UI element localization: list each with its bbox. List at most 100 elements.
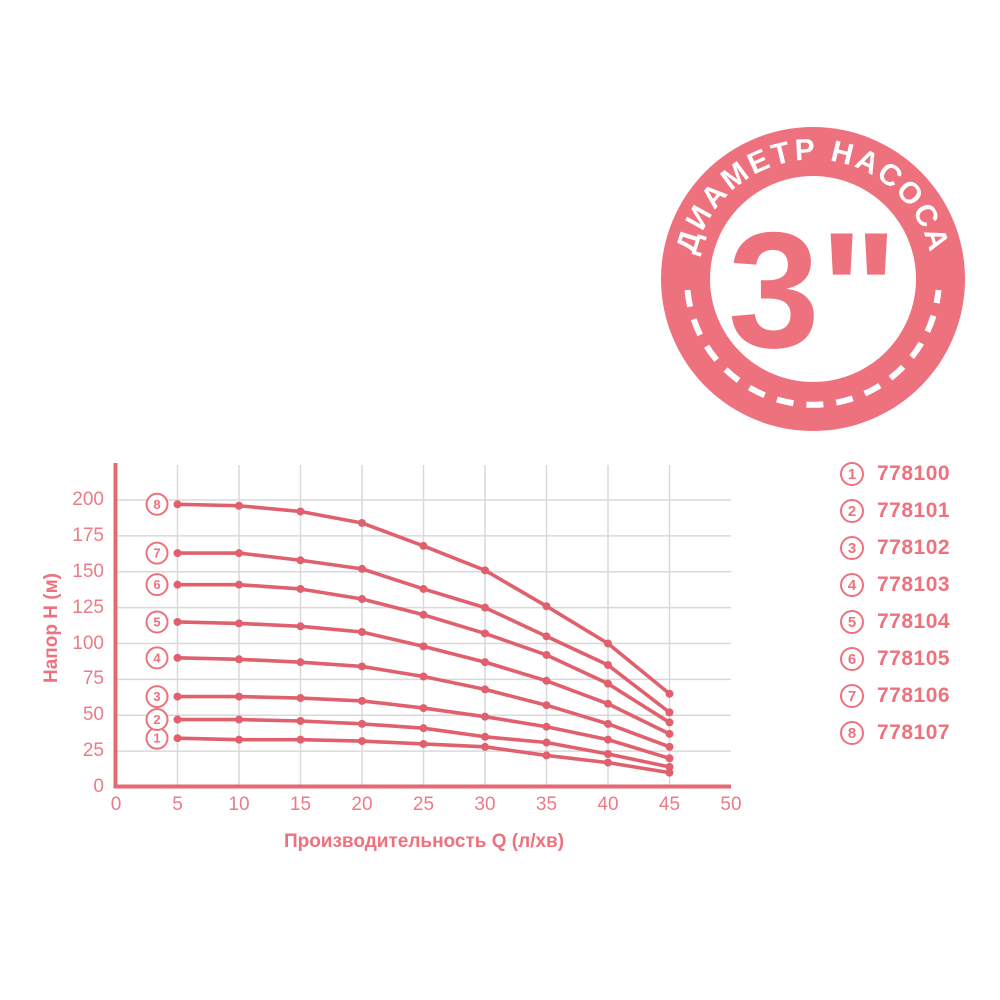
y-tick-label: 150 (72, 560, 104, 582)
legend-number-badge: 5 (840, 610, 864, 634)
curve-point (604, 639, 612, 648)
y-tick-label: 50 (82, 704, 104, 726)
curve-point (235, 580, 243, 589)
curve-point (358, 595, 366, 604)
legend-item-778102: 3 778102 (840, 536, 950, 560)
curve-point (235, 501, 243, 510)
curve-point (358, 662, 366, 671)
curve-point (542, 650, 551, 659)
curve-point (173, 617, 182, 626)
legend-number-badge: 4 (840, 573, 864, 597)
x-tick-label: 10 (228, 794, 250, 815)
y-tick-label: 75 (82, 668, 104, 690)
curve-point (604, 719, 612, 728)
x-tick-label: 30 (474, 794, 496, 815)
legend-item-778100: 1 778100 (840, 462, 950, 486)
legend-code: 778106 (877, 684, 951, 707)
curve-label-7: 7 (153, 546, 160, 561)
y-tick-label: 25 (82, 740, 104, 762)
curve-point (296, 716, 305, 725)
curve-point (419, 541, 428, 550)
legend-item-778105: 6 778105 (840, 647, 950, 671)
curve-point (419, 672, 428, 681)
x-tick-label: 15 (289, 794, 312, 815)
curve-point (173, 715, 182, 724)
x-axis-title: Производительность Q (л/хв) (283, 831, 565, 852)
x-tick-label: 0 (110, 794, 122, 815)
pump-diameter-badge: ДИАМЕТР НАСОСА 3" (661, 127, 965, 431)
curve-label-6: 6 (153, 577, 160, 592)
x-tick-label: 25 (412, 794, 435, 815)
curve-point (604, 661, 612, 670)
curve-label-4: 4 (153, 650, 161, 665)
curve-point (296, 584, 305, 593)
legend-number-badge: 1 (840, 462, 864, 486)
curve-point (481, 629, 489, 638)
legend-code: 778104 (877, 610, 951, 633)
curve-point (173, 500, 182, 509)
curve-point (358, 564, 366, 573)
curve-point (235, 735, 243, 744)
curve-label-1: 1 (153, 731, 160, 746)
curve-point (665, 708, 674, 717)
curve-label-circle-4 (145, 646, 169, 670)
curve-point (604, 679, 612, 688)
curve-label-2: 2 (153, 712, 160, 727)
x-axis-ticks: 0 5 10 15 20 25 30 35 40 45 50 (0, 794, 1000, 818)
curve-point (173, 692, 182, 701)
curve-point (296, 658, 305, 667)
curve-point (542, 751, 551, 760)
curve-label-circle-2 (145, 708, 169, 732)
badge-dashed-circle (684, 289, 942, 408)
curve-point (419, 642, 428, 651)
legend-number-badge: 2 (840, 499, 864, 523)
curve-point (235, 715, 243, 724)
curve-point (419, 610, 428, 619)
curve-label-circle-3 (145, 685, 169, 709)
y-axis-ticks: 0 25 50 75 100 125 150 175 200 (0, 0, 110, 1000)
curve-point (481, 685, 489, 694)
curve-point (419, 584, 428, 593)
y-tick-label: 175 (72, 524, 104, 546)
curve-point (358, 628, 366, 637)
legend-item-778107: 8 778107 (840, 721, 950, 745)
legend-item-778104: 5 778104 (840, 610, 950, 634)
legend-item-778106: 7 778106 (840, 684, 950, 708)
curve-label-8: 8 (153, 497, 160, 512)
legend-code: 778103 (877, 573, 951, 596)
curve-point (481, 732, 489, 741)
legend-number-badge: 6 (840, 647, 864, 671)
x-tick-label: 35 (535, 794, 558, 815)
curve-label-5: 5 (153, 614, 160, 629)
curve-point (665, 689, 674, 698)
y-tick-label: 0 (93, 776, 104, 797)
curve-point (235, 655, 243, 664)
legend-code: 778101 (877, 499, 951, 522)
curve-point (665, 742, 674, 751)
curve-point (358, 696, 366, 705)
y-axis-title: Напор H (м) (41, 573, 62, 683)
legend-item-778101: 2 778101 (840, 499, 950, 523)
x-tick-label: 45 (658, 794, 681, 815)
badge-diameter-text: 3" (728, 198, 898, 382)
curve-point (542, 722, 551, 731)
curve-point (604, 699, 612, 708)
curve-label-circle-7 (145, 541, 169, 565)
curve-point (542, 738, 551, 747)
curve-point (296, 556, 305, 565)
legend-item-778103: 4 778103 (840, 573, 950, 597)
curve-point (604, 735, 612, 744)
curve-point (665, 729, 674, 738)
curve-point (481, 742, 489, 751)
curve-point (542, 632, 551, 641)
curve-point (419, 739, 428, 748)
x-tick-label: 40 (597, 794, 619, 815)
curve-point (296, 507, 305, 516)
curve-point (358, 719, 366, 728)
curve-point (358, 518, 366, 527)
legend-code: 778100 (877, 462, 951, 485)
curve-point (235, 692, 243, 701)
curve-label-3: 3 (153, 689, 160, 704)
curve-point (173, 653, 182, 662)
